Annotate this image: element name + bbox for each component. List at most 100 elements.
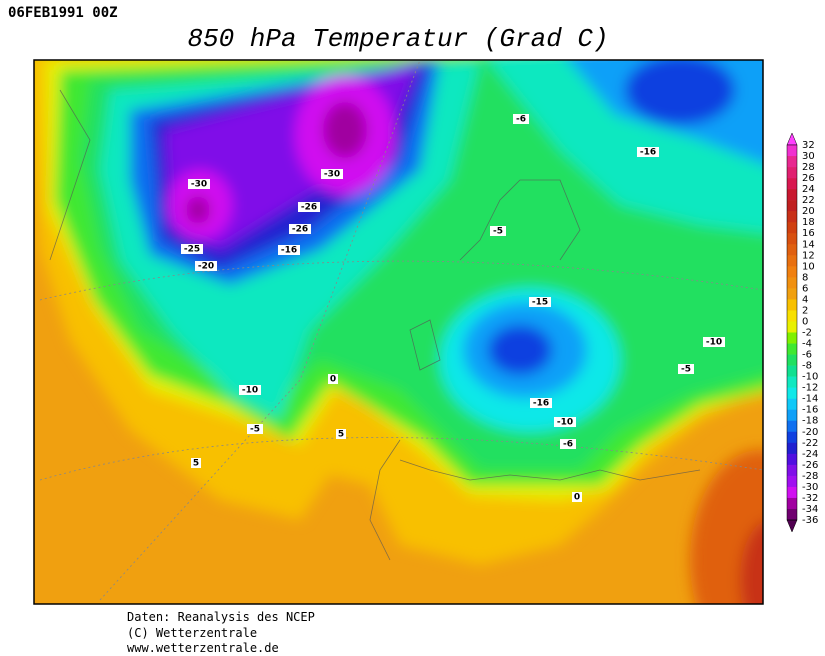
colorbar-label: -20 [802,427,818,438]
contour-label-box [336,429,346,439]
colorbar-band [787,464,797,477]
colorbar-band [787,409,797,422]
contour-label-box [289,224,311,234]
map-frame [33,59,764,605]
colorbar-label: -24 [802,449,818,460]
colorbar-band [787,398,797,411]
colorbar-label: 10 [802,261,815,272]
contour-label-box [572,492,582,502]
contour-label-box [703,337,725,347]
contour-label: -30 [191,180,207,190]
contour-label: -10 [557,418,573,428]
contour-label: -5 [493,227,503,237]
contour-label-box [247,424,263,434]
colorbar-band [787,387,797,399]
colorbar-label: -28 [802,471,818,482]
contour-label-box [321,169,343,179]
contour-label-box [239,385,261,395]
colorbar-band [787,156,797,168]
colorbar-arrow [786,519,798,533]
contour-label-box [188,179,210,189]
colorbar-band [787,486,797,499]
contour-label-box [195,261,217,271]
colorbar-label: 26 [802,173,815,184]
colorbar-label: 2 [802,305,808,316]
contour-label-box [490,226,506,236]
contour-label: -5 [250,425,260,435]
contour-label-box [328,374,338,384]
footer-line: (C) Wetterzentrale [127,626,257,640]
colorbar-label: -26 [802,460,818,471]
colorbar-band [787,288,797,300]
colorbar-label: -10 [802,372,818,383]
colorbar-band [787,420,797,433]
colorbar-label: -12 [802,383,818,394]
colorbar-band [787,189,797,201]
colorbar-label: 12 [802,250,815,261]
colorbar-band [787,277,797,289]
colorbar-label: 24 [802,184,815,195]
colorbar-label: -22 [802,438,818,449]
colorbar-label: 4 [802,294,808,305]
contour-label: 5 [338,430,344,440]
colorbar-band [787,145,797,157]
contour-label: -16 [640,148,656,158]
contour-label: -10 [706,338,722,348]
colorbar-band [787,244,797,256]
colorbar-band [787,497,797,510]
contour-label: 5 [193,459,199,469]
colorbar-band [787,200,797,212]
contour-label: -25 [184,245,200,255]
contour-label: -6 [563,440,573,450]
contour-label-box [513,114,529,124]
colorbar-band [787,442,797,455]
colorbar-band [787,222,797,234]
colorbar-band [787,475,797,488]
contour-label: -30 [324,170,340,180]
contour-label: -26 [292,225,308,235]
contour-label: -5 [681,365,691,375]
colorbar-band [787,321,797,333]
colorbar-label: -32 [802,493,818,504]
contour-label: -20 [198,262,214,272]
footer-line: Daten: Reanalysis des NCEP [127,610,315,624]
colorbar-band [787,332,797,344]
colorbar-label: -6 [802,350,812,361]
colorbar-band [787,354,797,366]
colorbar-label: -34 [802,504,818,515]
contour-label: -6 [516,115,526,125]
colorbar-band [787,211,797,223]
colorbar-frame [786,144,798,521]
contour-label-box [298,202,320,212]
colorbar-band [787,431,797,444]
contour-label-box [560,439,576,449]
colorbar-label: -8 [802,361,812,372]
colorbar-label: 8 [802,272,808,283]
colorbar-label: 28 [802,162,815,173]
contour-label: -26 [301,203,317,213]
colorbar-band [787,299,797,311]
colorbar-band [787,266,797,278]
colorbar-band [787,167,797,179]
map: -30 -30 -26 -26 -25 -20 -16 -6 -16 -5 -15 -10 -5 -10 0… [34,60,763,604]
contour-label: -16 [281,246,297,256]
colorbar-label: -18 [802,416,818,427]
colorbar-label: 14 [802,239,815,250]
contour-label-box [529,297,551,307]
colorbar-label: 16 [802,228,815,239]
colorbar-label: 18 [802,217,815,228]
colorbar-label: -4 [802,339,812,350]
contour-label: -10 [242,386,258,396]
contour-label-box [181,244,203,254]
colorbar-label: -2 [802,328,812,339]
colorbar-label: 32 [802,140,815,151]
contour-label: -16 [533,399,549,409]
colorbar-band [787,233,797,245]
footer-line: www.wetterzentrale.de [127,641,279,655]
colorbar-label: -14 [802,394,818,405]
colorbar-label: 30 [802,151,815,162]
colorbar-label: 20 [802,206,815,217]
colorbar-band [787,376,797,388]
colorbar-band [787,508,797,521]
